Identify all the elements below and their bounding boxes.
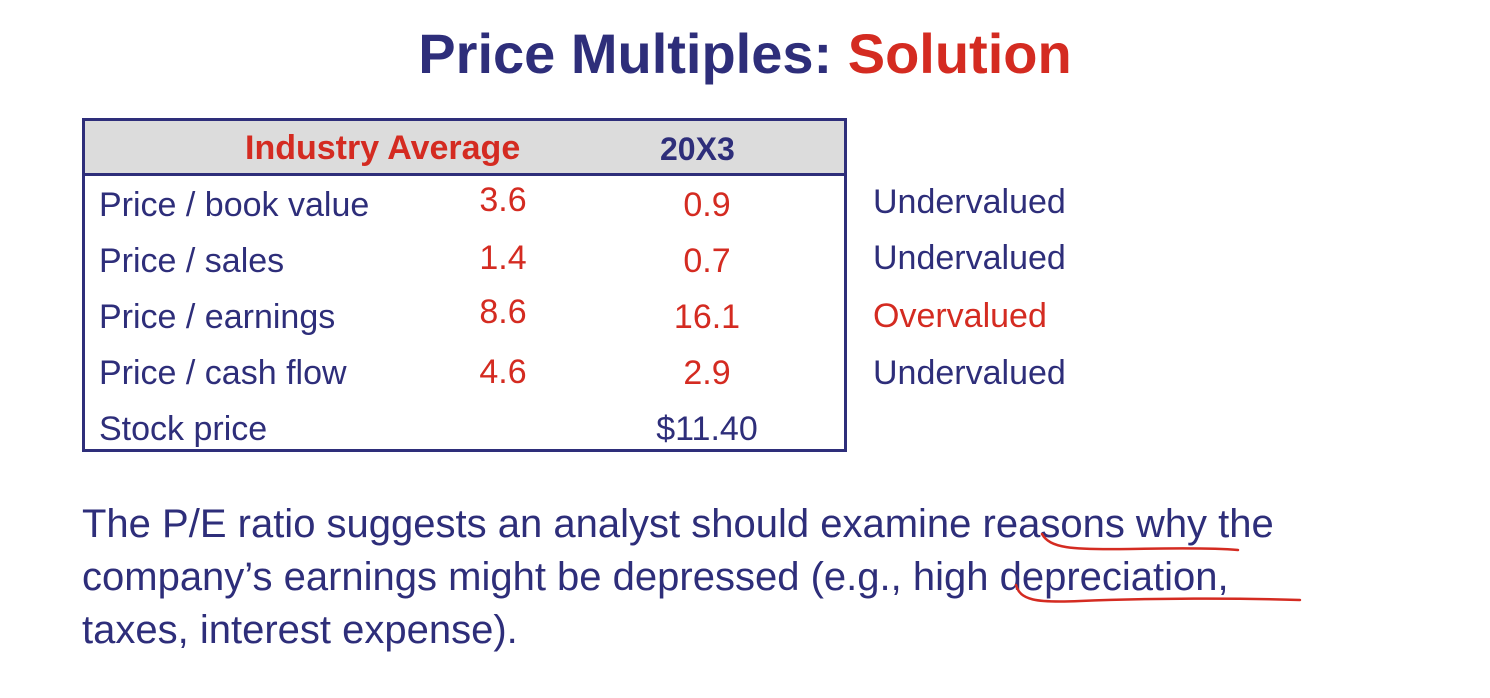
year-value-earnings: 16.1 [673,298,741,336]
year-value-cashflow: 2.9 [683,354,731,392]
assessment-sales: Undervalued [873,239,1066,277]
row-label-book: Price / book value [99,186,370,224]
assessment-book: Undervalued [873,183,1066,221]
title-main: Price Multiples: [418,22,848,85]
year-value-sales: 0.7 [683,242,731,280]
paragraph-line-1: The P/E ratio suggests an analyst should… [82,502,1274,546]
year-header: 20X3 [660,131,735,167]
industry-value-cashflow: 4.6 [479,353,527,391]
title-accent: Solution [847,22,1072,85]
conclusion-paragraph: The P/E ratio suggests an analyst should… [82,498,1442,657]
industry-value-sales: 1.4 [479,239,527,277]
industry-value-earnings: 8.6 [479,293,527,331]
row-label-earnings: Price / earnings [99,298,336,336]
industry-value-book: 3.6 [479,181,527,219]
assessment-cashflow: Undervalued [873,354,1066,392]
multiples-table: Industry Average 20X3 Price / book value… [82,118,847,452]
assessment-earnings: Overvalued [873,297,1047,335]
table-header: Industry Average 20X3 [85,121,844,176]
row-label-stock-price: Stock price [99,410,268,448]
row-label-sales: Price / sales [99,242,285,280]
slide-title: Price Multiples: Solution [0,22,1490,86]
year-value-stock-price: $11.40 [656,410,758,448]
industry-average-header: Industry Average [245,129,521,167]
paragraph-line-2: company’s earnings might be depressed (e… [82,555,1229,599]
year-value-book: 0.9 [683,186,731,224]
paragraph-line-3: taxes, interest expense). [82,608,518,652]
row-label-cashflow: Price / cash flow [99,354,347,392]
